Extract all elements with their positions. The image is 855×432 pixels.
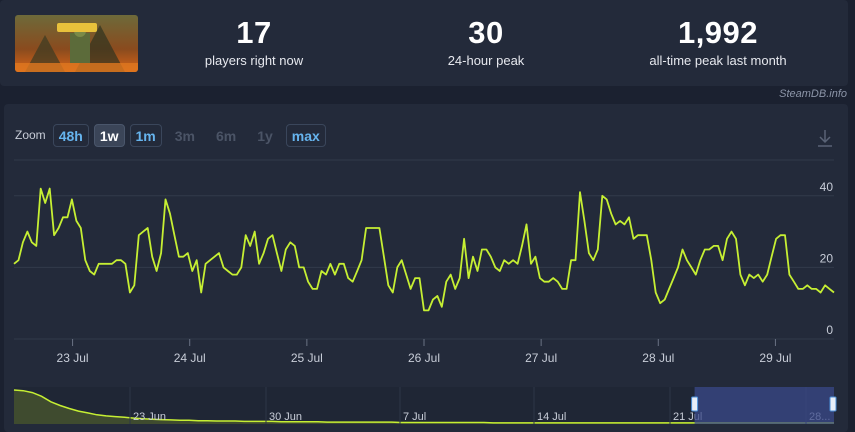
stat-value: 1,992 [677,15,759,50]
stat-label: players right now [204,53,304,68]
zoom-controls: Zoom 48h 1w 1m 3m 6m 1y max [15,122,331,148]
stat-players-now: 17 players right now [194,14,314,70]
stats-bar: 17 players right now 30 24-hour peak 1,9… [0,0,848,86]
navigator-tick-label: 30 Jun [269,411,302,423]
x-tick-label: 25 Jul [291,351,323,365]
zoom-button-1y[interactable]: 1y [257,127,273,144]
zoom-button-3m[interactable]: 3m [174,127,195,144]
x-tick-label: 28 Jul [642,351,674,365]
series-line-players [13,187,835,312]
x-axis-ticks: 23 Jul 24 Jul 25 Jul 26 Jul 27 Jul 28 Jul 29 J… [57,339,791,365]
x-tick-label: 26 Jul [408,351,440,365]
navigator-tick-label: 23 Jun [133,411,166,423]
navigator-area [14,390,834,424]
stat-label: 24-hour peak [447,53,525,68]
zoom-button-48h[interactable]: 48h [52,123,89,147]
y-tick-label: 0 [826,323,833,337]
zoom-label: Zoom [15,128,46,142]
zoom-button-1m[interactable]: 1m [129,123,162,147]
navigator-tick-label: 7 Jul [403,411,426,423]
game-thumbnail-art [15,15,138,72]
x-tick-label: 24 Jul [174,351,206,365]
zoom-button-6m[interactable]: 6m [215,127,237,144]
game-thumbnail[interactable] [15,15,138,72]
x-tick-label: 23 Jul [57,351,89,365]
stat-label: all-time peak last month [649,53,787,68]
navigator-handle-left[interactable] [691,396,699,412]
stat-value: 30 [468,15,504,50]
x-tick-label: 27 Jul [525,351,557,365]
y-tick-label: 20 [820,251,834,265]
x-tick-label: 29 Jul [759,351,791,365]
chart-panel: Zoom 48h 1w 1m 3m 6m 1y max [4,104,848,432]
stat-24h-peak: 30 24-hour peak [426,14,546,70]
navigator-tick-label: 14 Jul [537,411,566,423]
zoom-button-max[interactable]: max [285,123,326,147]
navigator-selection[interactable] [694,387,834,424]
download-icon[interactable] [816,128,834,148]
zoom-button-1w[interactable]: 1w [93,123,125,147]
stat-alltime-peak: 1,992 all-time peak last month [628,14,808,70]
y-tick-label: 40 [820,180,834,194]
steamdb-credit-link[interactable]: SteamDB.info [779,88,847,100]
y-axis-ticks: 0 20 40 [820,180,834,337]
stat-value: 17 [236,15,272,50]
navigator-handle-right[interactable] [829,396,837,412]
